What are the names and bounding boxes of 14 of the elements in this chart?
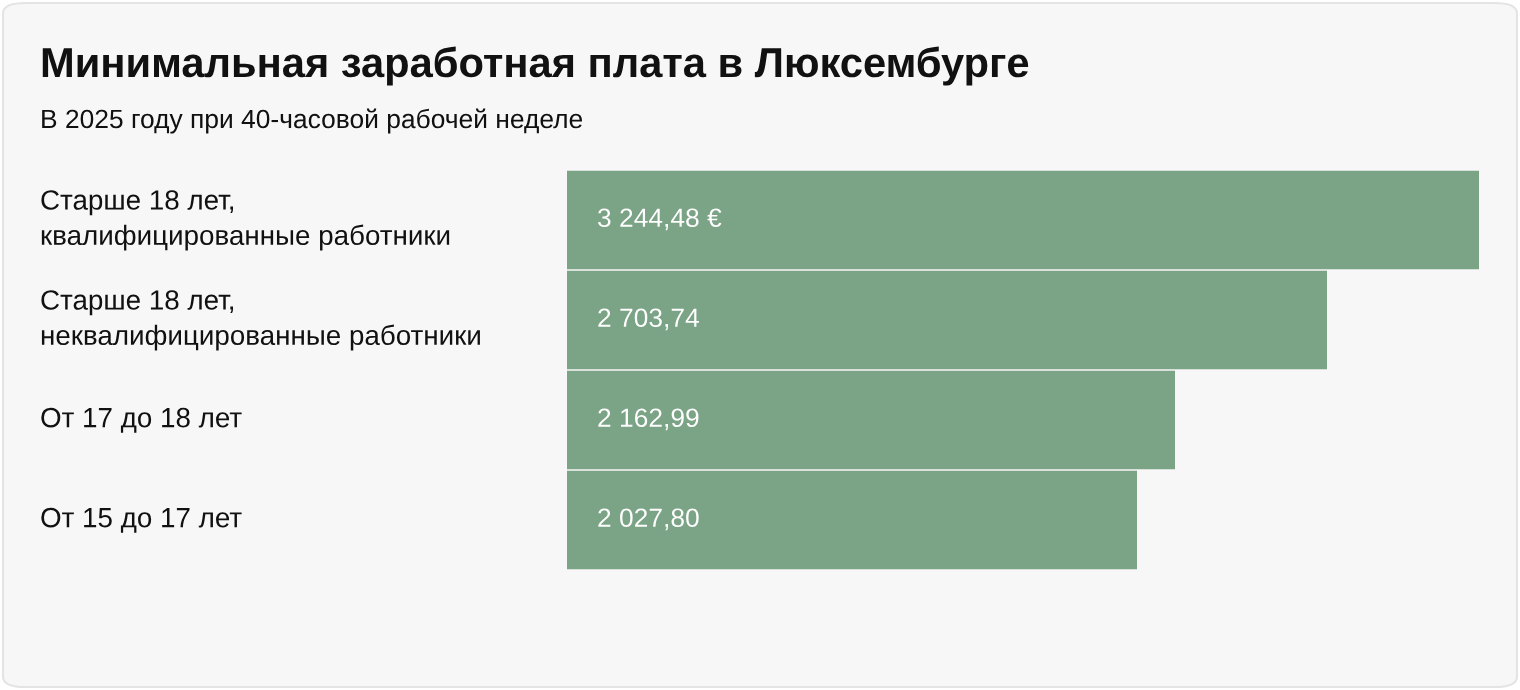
bar	[567, 270, 1327, 370]
y-tick-label: От 15 до 17 лет	[41, 507, 242, 533]
text: В 2025 году при 40-часовой рабочей неделе	[42, 108, 583, 134]
bar	[567, 170, 1479, 270]
data-label: 2 027,80	[598, 508, 699, 531]
bar	[567, 470, 1137, 570]
bar	[567, 370, 1175, 470]
data-label: 3 244,48 €	[598, 208, 722, 231]
chart-title: Минимальная заработная плата в Люксембурге	[42, 46, 1029, 86]
y-tick-label: Старше 18 лет, квалифицированные работники	[41, 190, 450, 251]
y-tick-label: От 17 до 18 лет	[41, 407, 242, 433]
data-label: 2 162,99	[598, 408, 699, 431]
y-tick-label: Старше 18 лет, неквалифицированные работники	[41, 290, 480, 351]
data-label: 2 703,74	[598, 308, 699, 331]
